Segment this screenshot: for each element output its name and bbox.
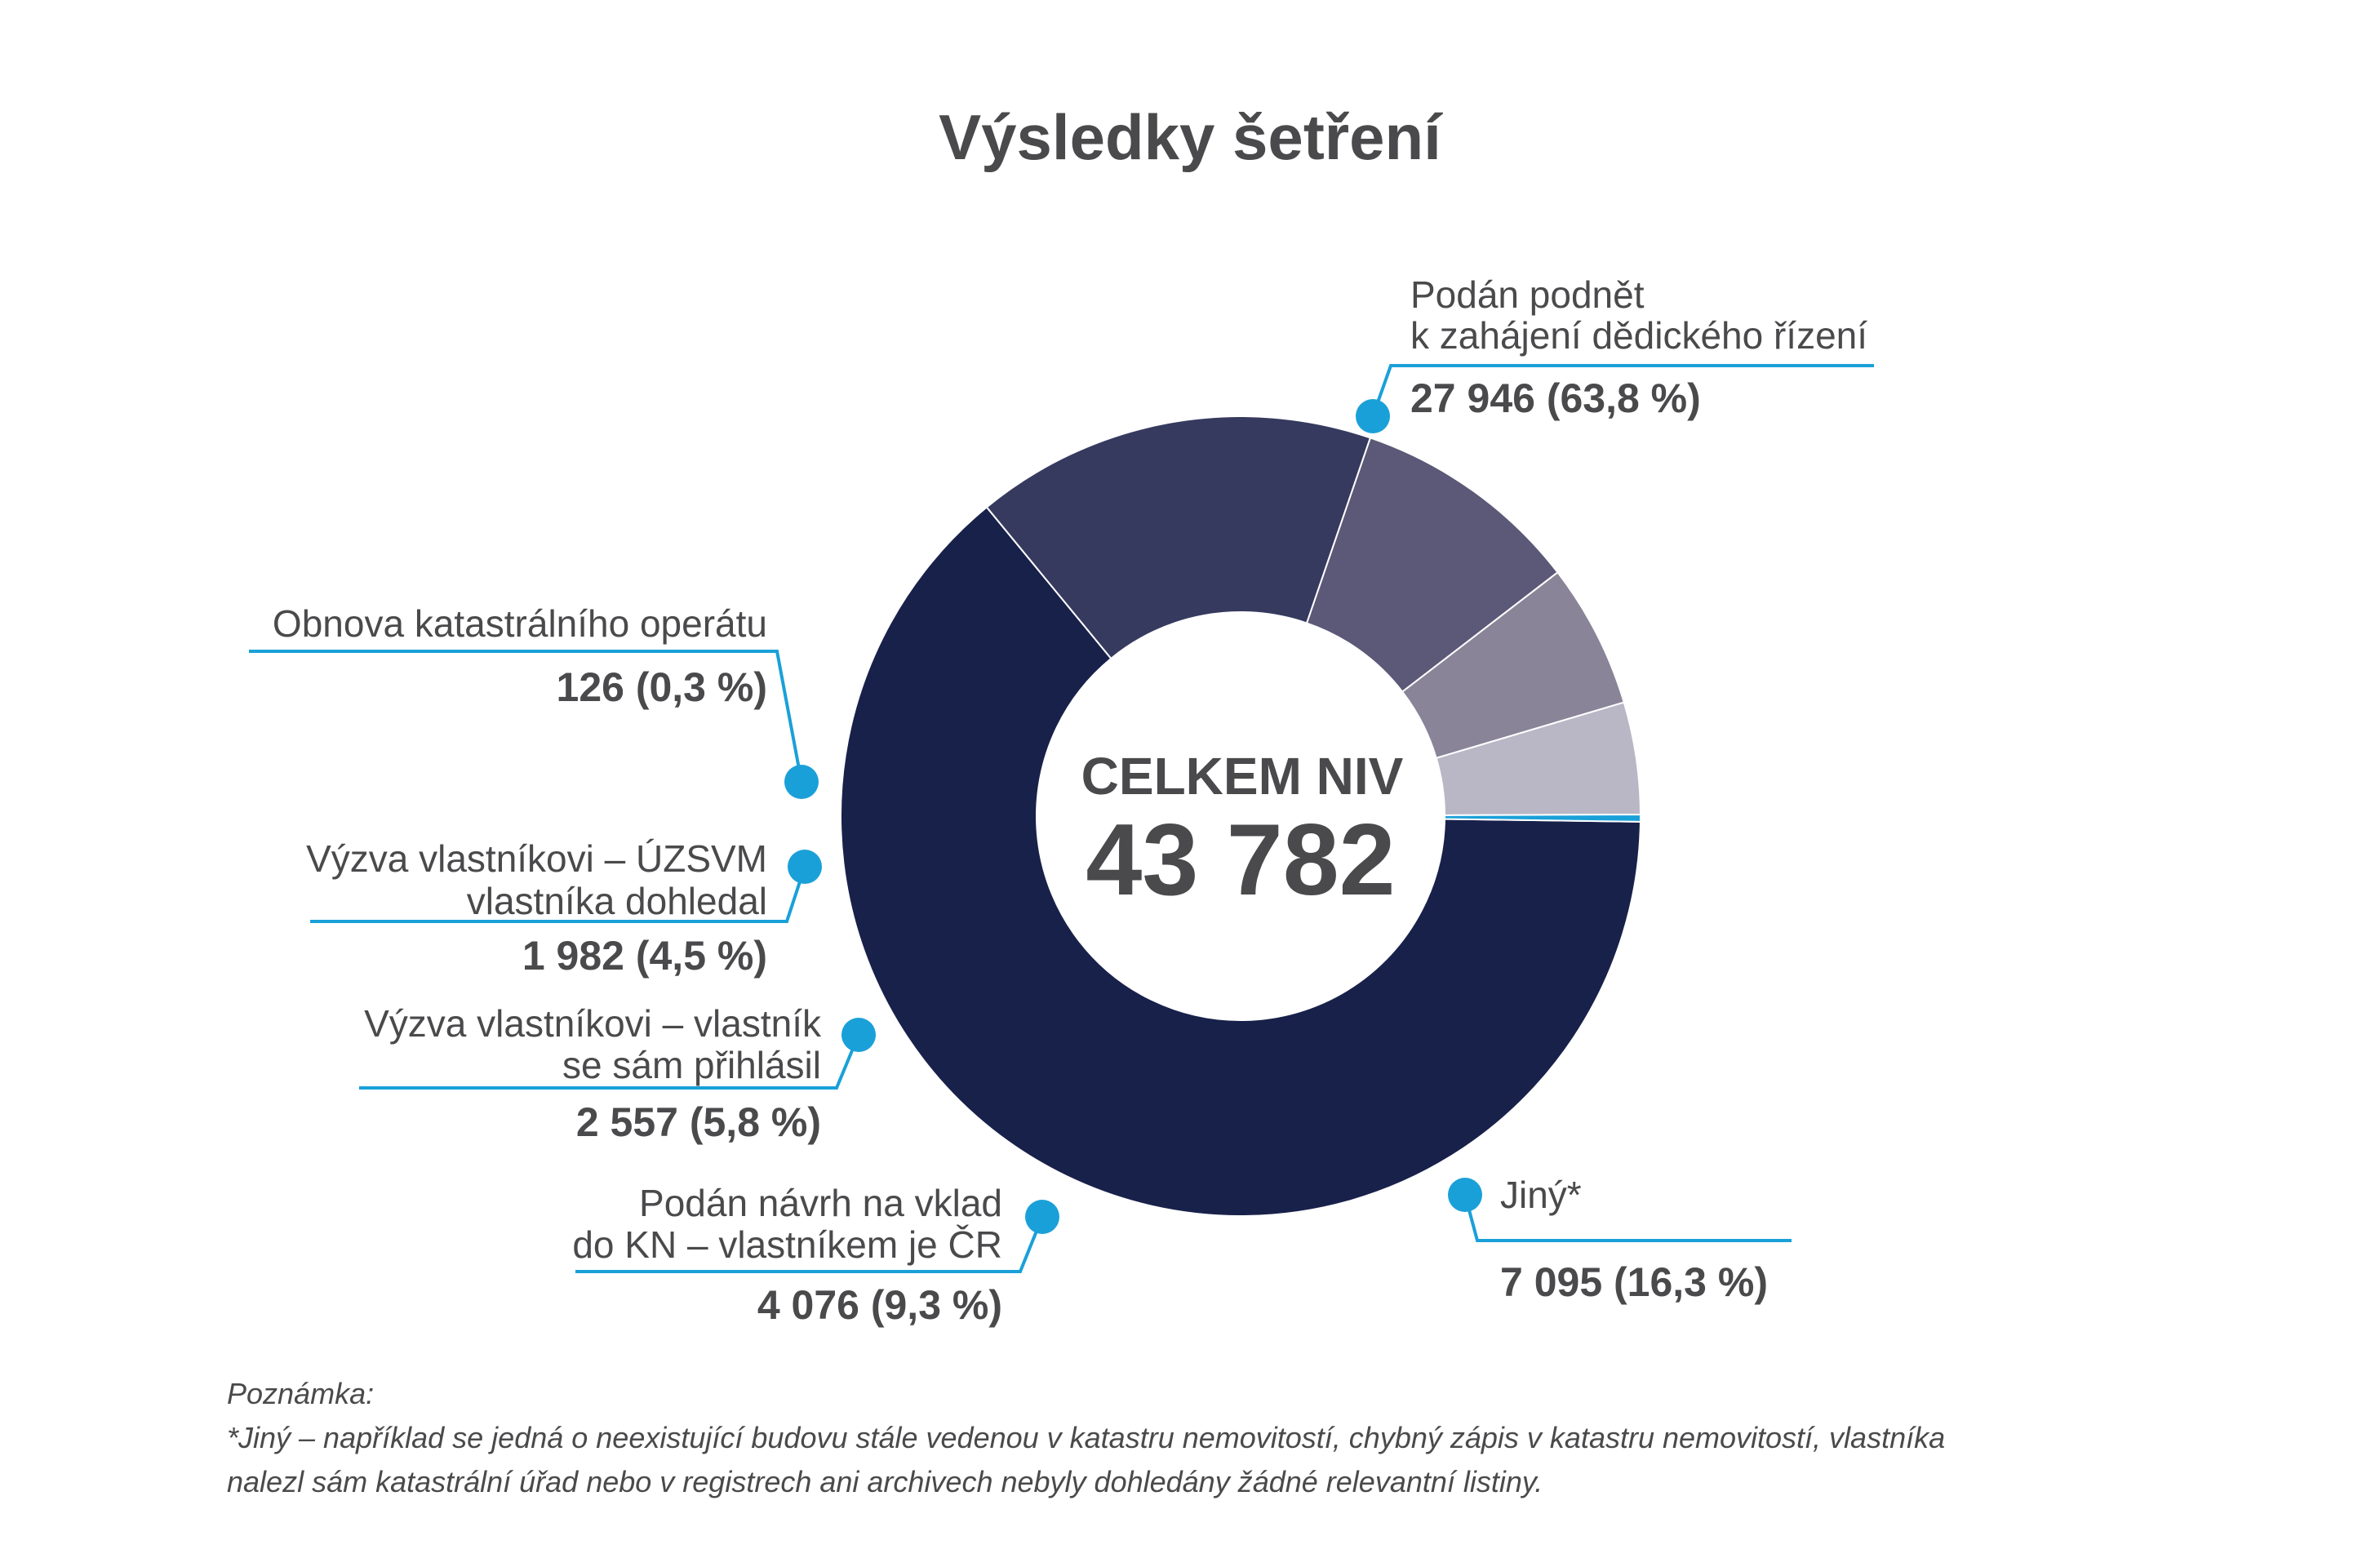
slice-label-vyzva-uzsvm-line-1: Výzva vlastníkovi – ÚZSVM bbox=[306, 837, 767, 880]
chart-title: Výsledky šetření bbox=[939, 101, 1443, 173]
leader-line-vyzva-uzsvm bbox=[310, 866, 806, 923]
leader-dot-podan-podnet bbox=[1356, 399, 1390, 433]
donut-slices bbox=[840, 415, 1642, 1217]
leader-line-podan-podnet bbox=[1371, 364, 1874, 417]
slice-jiny bbox=[985, 415, 1372, 660]
slice-label-obnova-line-1: Obnova katastrálního operátu bbox=[273, 602, 767, 645]
slice-label-navrh-vklad-line-2: do KN – vlastníkem je ČR bbox=[572, 1223, 1002, 1266]
slice-label-vyzva-prihlasil-line-2: se sám přihlásil bbox=[562, 1044, 821, 1086]
label-jiny: Jiný* 7 095 (16,3 %) bbox=[1448, 1174, 1792, 1305]
leader-line-vyzva-prihlasil bbox=[359, 1034, 860, 1090]
leader-dot-jiny bbox=[1448, 1178, 1482, 1212]
slice-value-podan-podnet: 27 946 (63,8 %) bbox=[1410, 375, 1701, 421]
note-line-1: *Jiný – například se jedná o neexistujíc… bbox=[227, 1421, 1945, 1454]
slice-label-podan-podnet-line-1: Podán podnět bbox=[1410, 273, 1645, 316]
center-label: CELKEM NIV bbox=[1081, 747, 1404, 806]
leader-dot-navrh-vklad bbox=[1025, 1200, 1059, 1234]
label-obnova: Obnova katastrálního operátu 126 (0,3 %) bbox=[249, 602, 819, 799]
slice-label-podan-podnet-line-2: k zahájení dědického řízení bbox=[1410, 314, 1867, 357]
leader-dot-vyzva-uzsvm bbox=[788, 850, 822, 884]
leader-dot-vyzva-prihlasil bbox=[841, 1018, 876, 1052]
note: Poznámka: *Jiný – například se jedná o n… bbox=[227, 1377, 1945, 1498]
note-heading: Poznámka: bbox=[227, 1377, 374, 1410]
note-line-2: nalezl sám katastrální úřad nebo v regis… bbox=[227, 1465, 1543, 1498]
center-total: 43 782 bbox=[1086, 804, 1395, 917]
slice-value-jiny: 7 095 (16,3 %) bbox=[1500, 1259, 1768, 1305]
slice-value-navrh-vklad: 4 076 (9,3 %) bbox=[757, 1282, 1002, 1328]
slice-podan-podnet bbox=[840, 506, 1641, 1217]
slice-value-obnova: 126 (0,3 %) bbox=[557, 664, 767, 710]
slice-label-jiny-line-1: Jiný* bbox=[1500, 1174, 1582, 1216]
leader-line-obnova bbox=[249, 650, 803, 783]
leader-dot-obnova bbox=[784, 765, 819, 799]
slice-obnova bbox=[1443, 813, 1642, 823]
slice-value-vyzva-uzsvm: 1 982 (4,5 %) bbox=[522, 933, 767, 979]
leader-line-navrh-vklad bbox=[575, 1216, 1044, 1273]
slice-label-navrh-vklad-line-1: Podán návrh na vklad bbox=[639, 1182, 1002, 1224]
slice-label-vyzva-uzsvm-line-2: vlastníka dohledal bbox=[467, 880, 767, 922]
slice-value-vyzva-prihlasil: 2 557 (5,8 %) bbox=[576, 1099, 821, 1145]
slice-label-vyzva-prihlasil-line-1: Výzva vlastníkovi – vlastník bbox=[364, 1002, 822, 1045]
